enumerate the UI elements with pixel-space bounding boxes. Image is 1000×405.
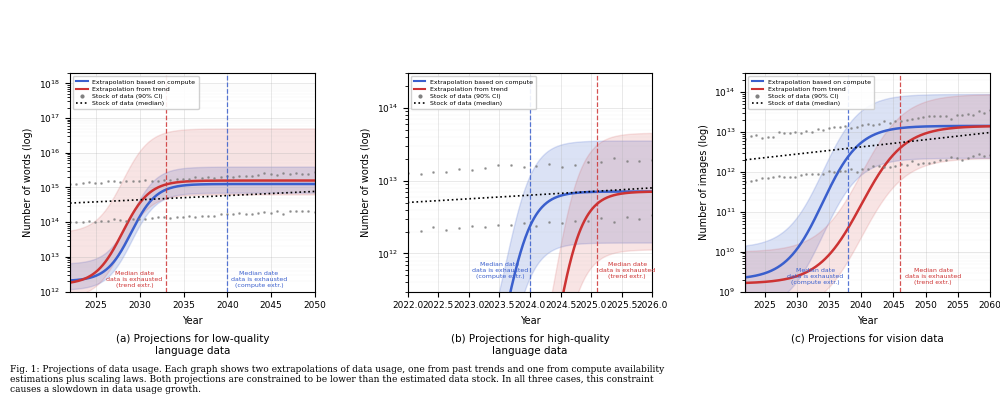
Legend: Extrapolation based on compute, Extrapolation from trend, Stock of data (90% CI): Extrapolation based on compute, Extrapol… xyxy=(748,76,874,109)
Text: (b) Projections for high-quality
language data: (b) Projections for high-quality languag… xyxy=(451,334,609,356)
Text: Median date
data is exhausted
(compute extr.): Median date data is exhausted (compute e… xyxy=(231,271,287,288)
Text: Median date
data is exhausted
(compute extr.): Median date data is exhausted (compute e… xyxy=(472,262,528,279)
X-axis label: Year: Year xyxy=(182,316,203,326)
Legend: Extrapolation based on compute, Extrapolation from trend, Stock of data (90% CI): Extrapolation based on compute, Extrapol… xyxy=(73,76,199,109)
Text: (c) Projections for vision data: (c) Projections for vision data xyxy=(791,334,944,344)
X-axis label: Year: Year xyxy=(857,316,878,326)
X-axis label: Year: Year xyxy=(520,316,540,326)
Legend: Extrapolation based on compute, Extrapolation from trend, Stock of data (90% CI): Extrapolation based on compute, Extrapol… xyxy=(411,76,536,109)
Y-axis label: Number of images (log): Number of images (log) xyxy=(699,124,709,240)
Text: Median date
data is exhausted
(trend extr.): Median date data is exhausted (trend ext… xyxy=(599,262,655,279)
Text: (a) Projections for low-quality
language data: (a) Projections for low-quality language… xyxy=(116,334,269,356)
Text: Fig. 1: Projections of data usage. Each graph shows two extrapolations of data u: Fig. 1: Projections of data usage. Each … xyxy=(10,364,664,394)
Text: Median date
data is exhausted
(compute extr.): Median date data is exhausted (compute e… xyxy=(787,268,843,285)
Text: Median date
data is exhausted
(trend extr.): Median date data is exhausted (trend ext… xyxy=(905,268,961,285)
Y-axis label: Number of words (log): Number of words (log) xyxy=(23,128,33,237)
Text: Median date
data is exhausted
(trend extr.): Median date data is exhausted (trend ext… xyxy=(106,271,163,288)
Y-axis label: Number of words (log): Number of words (log) xyxy=(361,128,371,237)
